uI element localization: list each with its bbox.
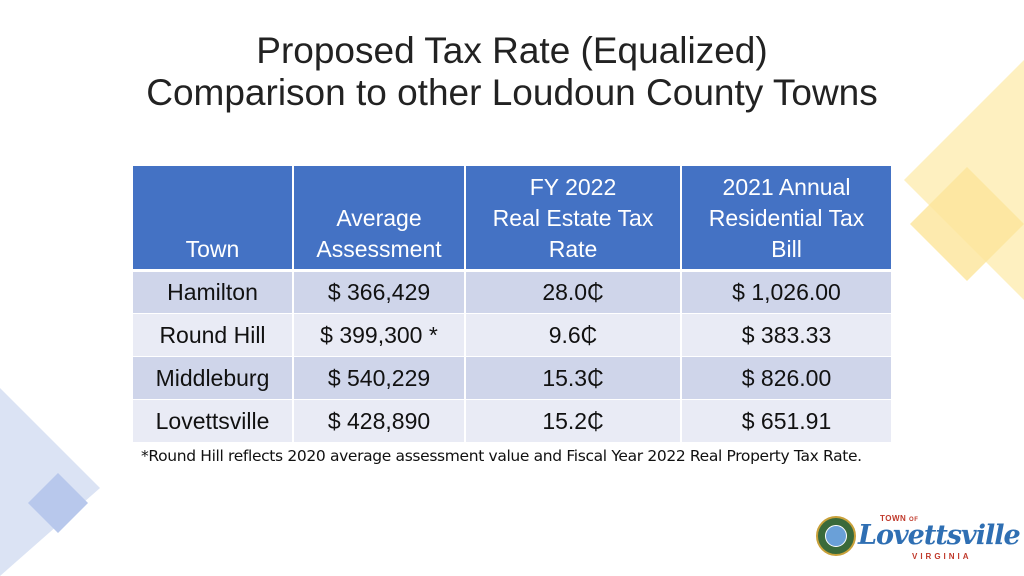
cell-rate: 9.6₵	[465, 313, 682, 357]
cell-rate: 15.3₵	[465, 356, 682, 400]
cell-assessment: $ 366,429	[293, 270, 466, 314]
slide-title: Proposed Tax Rate (Equalized) Comparison…	[0, 30, 1024, 114]
logo-state-text: VIRGINIA	[912, 552, 972, 561]
table-header-row: Town Average Assessment FY 2022 Real Est…	[133, 166, 891, 272]
table-row: Middleburg $ 540,229 15.3₵ $ 826.00	[133, 356, 891, 400]
cell-town: Hamilton	[133, 270, 294, 314]
cell-bill: $ 651.91	[681, 399, 891, 443]
yellow-diamond-small	[910, 167, 1024, 281]
title-line-1: Proposed Tax Rate (Equalized)	[256, 30, 768, 71]
logo-name-text: Lovettsville	[858, 520, 1021, 551]
cell-town: Middleburg	[133, 356, 294, 400]
cell-rate: 15.2₵	[465, 399, 682, 443]
tax-comparison-table: Town Average Assessment FY 2022 Real Est…	[133, 166, 891, 443]
logo-town-text: TOWN	[880, 514, 907, 523]
table-row: Round Hill $ 399,300 * 9.6₵ $ 383.33	[133, 313, 891, 357]
town-seal-icon	[816, 516, 856, 556]
cell-assessment: $ 399,300 *	[293, 313, 466, 357]
cell-bill: $ 826.00	[681, 356, 891, 400]
cell-bill: $ 1,026.00	[681, 270, 891, 314]
cell-assessment: $ 540,229	[293, 356, 466, 400]
header-2021-tax-bill: 2021 Annual Residential Tax Bill	[681, 166, 891, 272]
cell-bill: $ 383.33	[681, 313, 891, 357]
cell-assessment: $ 428,890	[293, 399, 466, 443]
logo-of-text: OF	[909, 517, 919, 523]
cell-town: Lovettsville	[133, 399, 294, 443]
blue-diamond-large	[0, 388, 100, 576]
header-fy2022-rate: FY 2022 Real Estate Tax Rate	[465, 166, 682, 272]
blue-diamond-small	[28, 473, 88, 533]
table-row: Lovettsville $ 428,890 15.2₵ $ 651.91	[133, 399, 891, 443]
header-town: Town	[133, 166, 294, 272]
cell-rate: 28.0₵	[465, 270, 682, 314]
table-row: Hamilton $ 366,429 28.0₵ $ 1,026.00	[133, 270, 891, 314]
header-average-assessment: Average Assessment	[293, 166, 466, 272]
title-line-2: Comparison to other Loudoun County Towns	[146, 72, 878, 113]
town-logo: TOWN OF Lovettsville VIRGINIA	[816, 514, 1021, 562]
cell-town: Round Hill	[133, 313, 294, 357]
footnote: *Round Hill reflects 2020 average assess…	[141, 447, 862, 465]
